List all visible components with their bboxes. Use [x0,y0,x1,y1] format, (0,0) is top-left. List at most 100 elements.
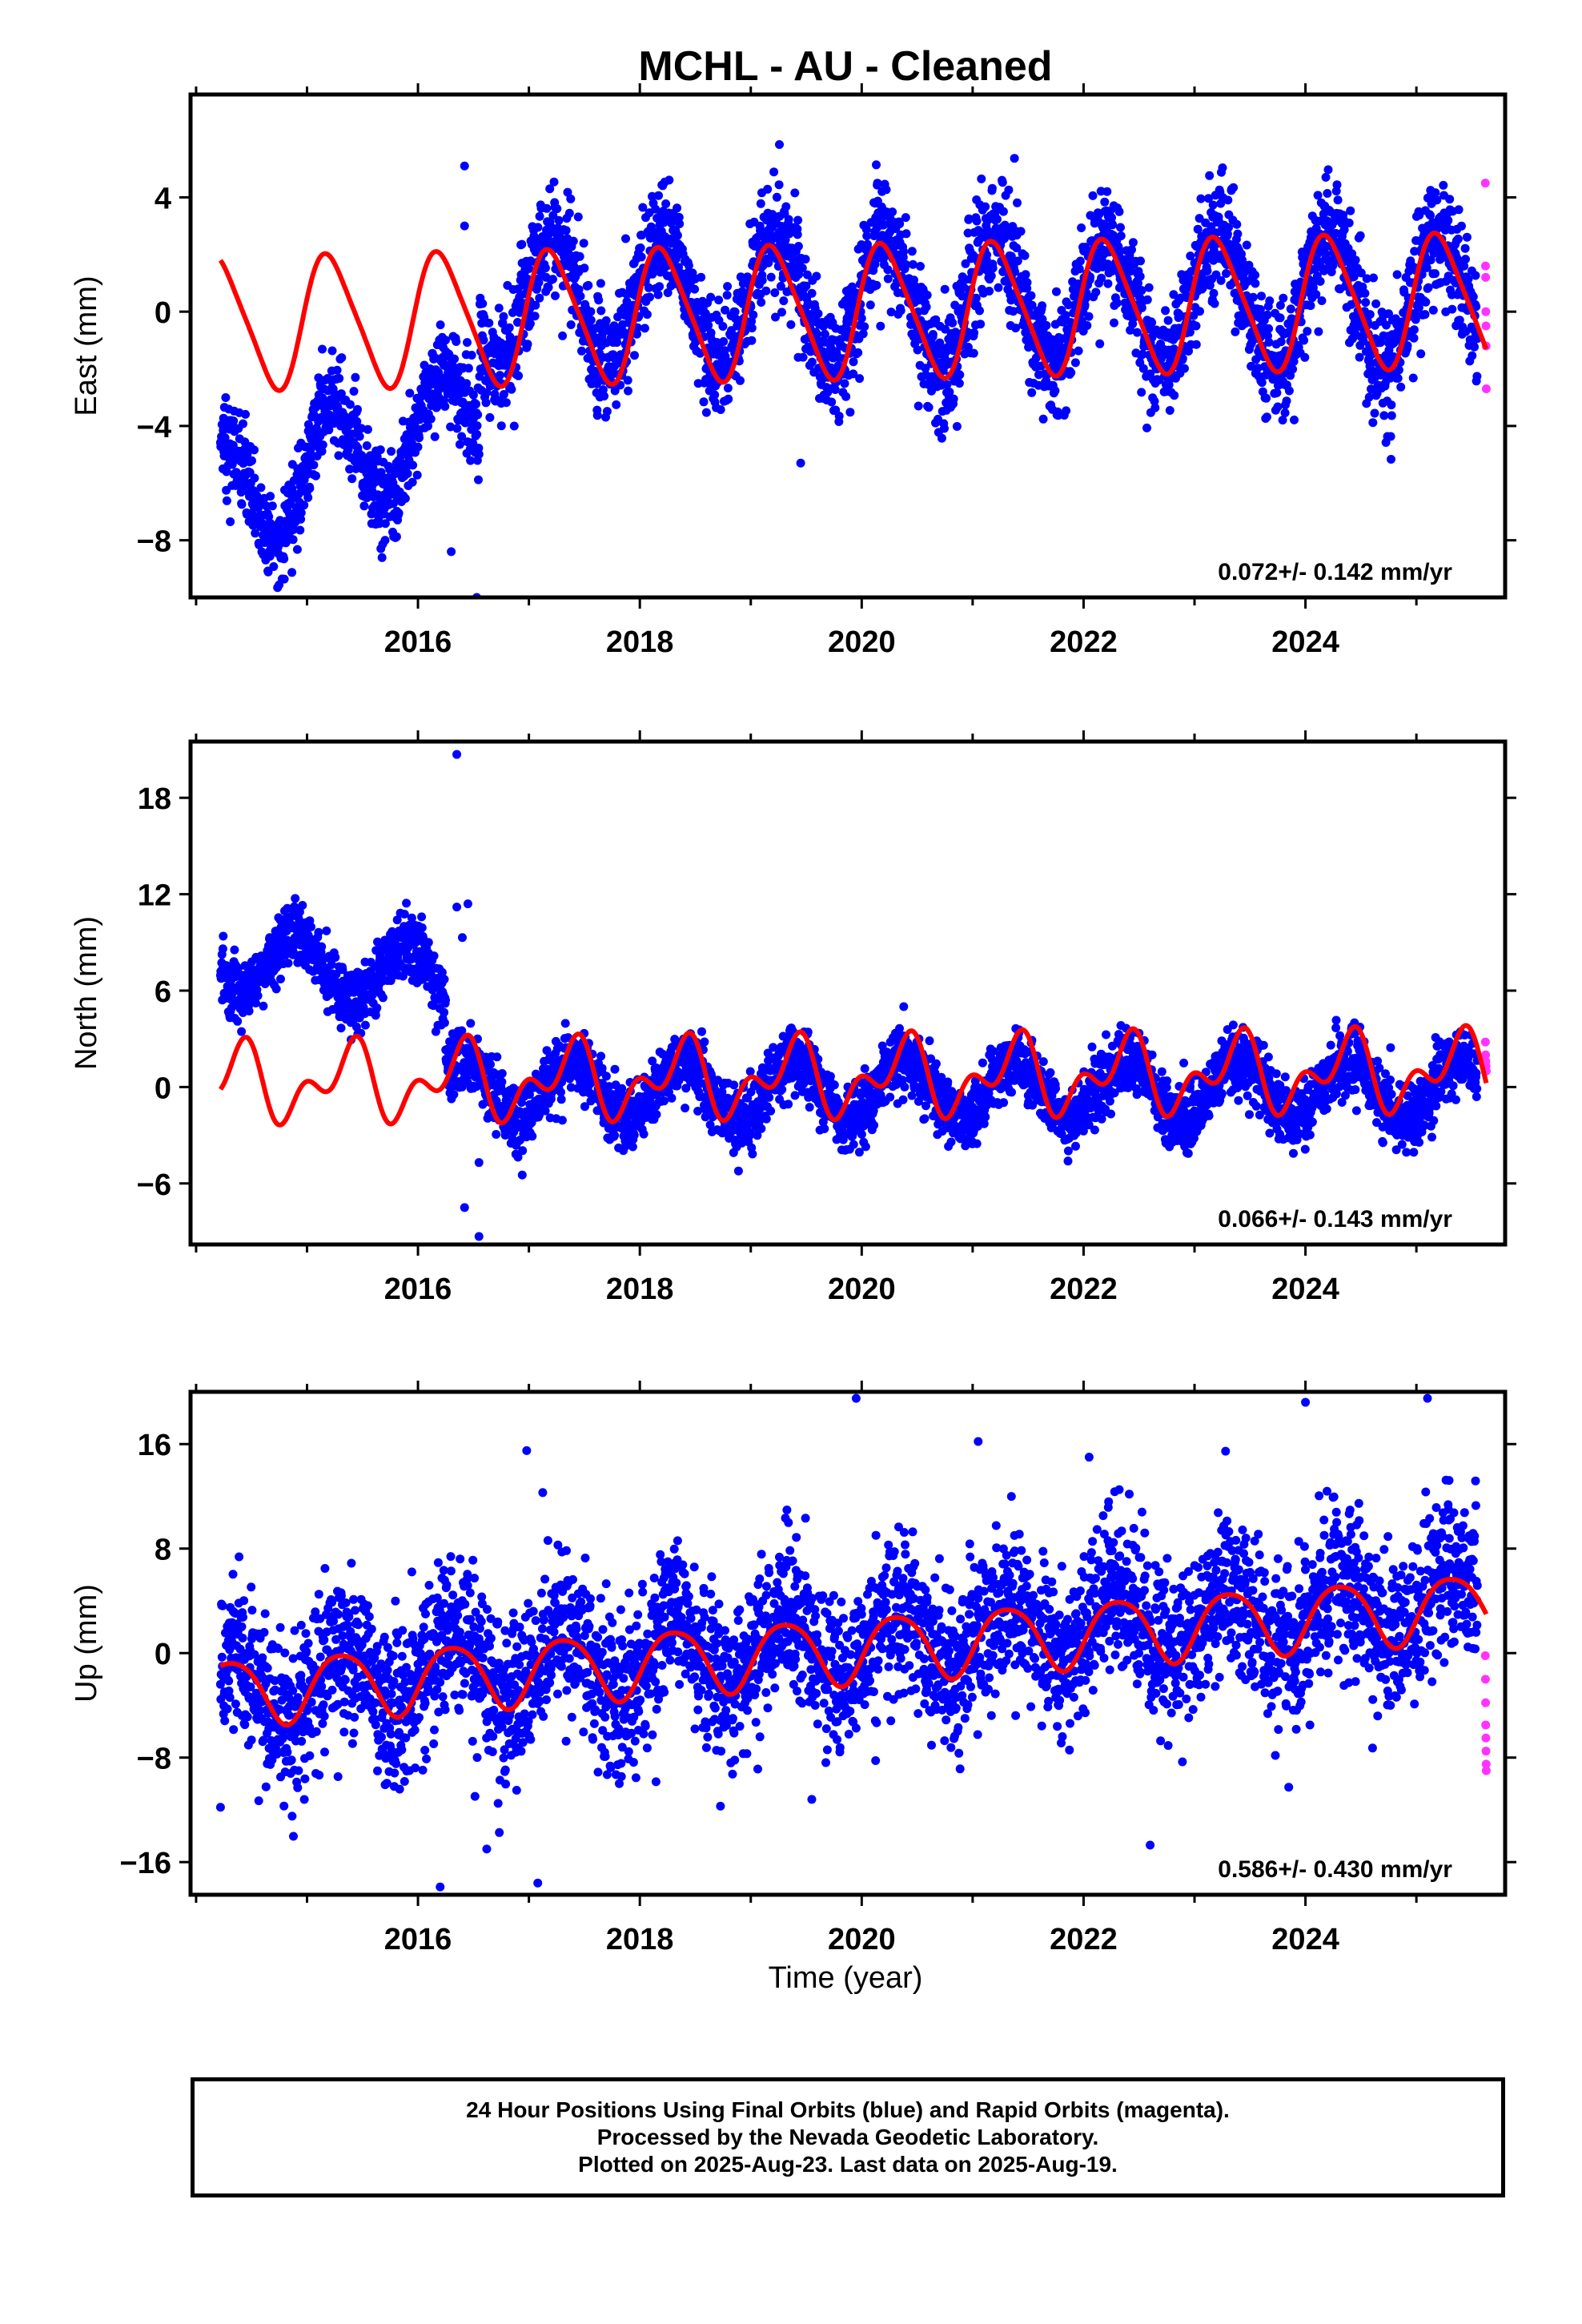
final-orbit-point [375,445,385,455]
final-orbit-point [1075,256,1085,266]
final-orbit-point [466,456,476,465]
final-orbit-point [769,167,779,177]
final-orbit-point [1024,343,1034,352]
final-orbit-point [286,497,295,507]
final-orbit-point [440,1007,449,1017]
final-orbit-point [596,306,606,316]
rapid-orbit-point [1480,179,1490,188]
final-orbit-point [988,263,998,273]
final-orbit-point [1203,266,1212,275]
final-orbit-point [355,432,364,441]
final-orbit-point [1097,273,1106,283]
final-orbit-point [1100,197,1110,207]
final-orbit-point [1191,340,1201,349]
final-orbit-point [716,405,725,414]
final-orbit-point [468,390,478,400]
final-orbit-point [644,283,653,292]
final-orbit-point [640,324,649,333]
final-orbit-point [417,912,427,922]
final-orbit-point [819,322,828,331]
final-orbit-point [554,215,564,225]
final-orbit-point [1247,338,1256,348]
final-orbit-point [523,340,532,349]
final-orbit-point [1016,227,1026,236]
final-orbit-point [673,203,682,213]
final-orbit-point [1423,283,1433,292]
final-orbit-point [363,493,372,502]
final-orbit-point [1264,337,1274,347]
final-orbit-point [269,562,279,571]
final-orbit-point [1311,290,1321,300]
final-orbit-point [472,400,480,409]
final-orbit-point [714,296,724,305]
final-orbit-point [802,270,812,279]
final-orbit-point [886,308,896,317]
final-orbit-point [654,191,663,200]
final-orbit-point [1461,255,1470,264]
final-orbit-point [264,512,274,521]
y-tick-label: 4 [155,182,171,215]
final-orbit-point [949,394,958,404]
final-orbit-point [457,432,467,441]
final-orbit-point [1431,188,1440,198]
final-orbit-point [1387,411,1396,420]
final-orbit-point [908,259,917,269]
final-orbit-point [371,1011,380,1020]
final-orbit-point [1379,411,1389,420]
final-orbit-point [830,385,840,394]
final-orbit-point [524,263,534,273]
final-orbit-point [1211,270,1221,279]
final-orbit-point [1255,304,1265,314]
final-orbit-point [1415,211,1424,220]
final-orbit-point [552,204,562,214]
final-orbit-point [1050,386,1060,396]
final-orbit-point [895,219,905,228]
final-orbit-point [718,322,728,331]
final-orbit-point [888,207,897,217]
x-tick-label: 2020 [828,625,896,659]
final-orbit-point [1365,310,1375,320]
final-orbit-point [661,199,671,208]
final-orbit-point [417,923,427,932]
final-orbit-point [239,419,247,428]
final-orbit-point [1257,292,1266,301]
final-orbit-point [961,259,970,268]
final-orbit-point [440,402,450,411]
final-orbit-point [568,236,578,246]
final-orbit-point [1088,191,1098,200]
final-orbit-point [1163,316,1173,325]
final-orbit-point [1439,180,1448,190]
final-orbit-point [1209,288,1219,298]
final-orbit-point [636,243,645,252]
final-orbit-point [251,529,260,538]
final-orbit-point [411,938,420,947]
final-orbit-point [1272,388,1282,397]
final-orbit-point [777,308,786,317]
final-orbit-point [675,219,685,228]
final-orbit-point [940,424,949,433]
final-orbit-point [542,203,552,213]
final-orbit-point [336,389,346,399]
final-orbit-point [1346,206,1355,215]
final-orbit-point [860,322,869,332]
final-orbit-point [1371,299,1381,308]
final-orbit-point [756,199,765,208]
final-orbit-point [237,500,247,509]
final-orbit-point [250,473,259,483]
final-orbit-point [474,449,484,459]
final-orbit-point [1232,219,1242,229]
final-orbit-point [545,184,555,194]
final-orbit-point [901,229,911,239]
final-orbit-point [314,927,323,937]
final-orbit-point [1038,301,1047,311]
final-orbit-point [436,320,445,330]
final-orbit-point [1127,245,1136,255]
final-orbit-point [1195,214,1204,223]
final-orbit-point [747,336,757,345]
final-orbit-point [563,187,572,197]
final-orbit-point [299,501,309,510]
final-orbit-point [1222,269,1231,278]
final-orbit-point [1150,403,1160,412]
final-orbit-point [221,393,231,402]
final-orbit-point [535,293,544,303]
